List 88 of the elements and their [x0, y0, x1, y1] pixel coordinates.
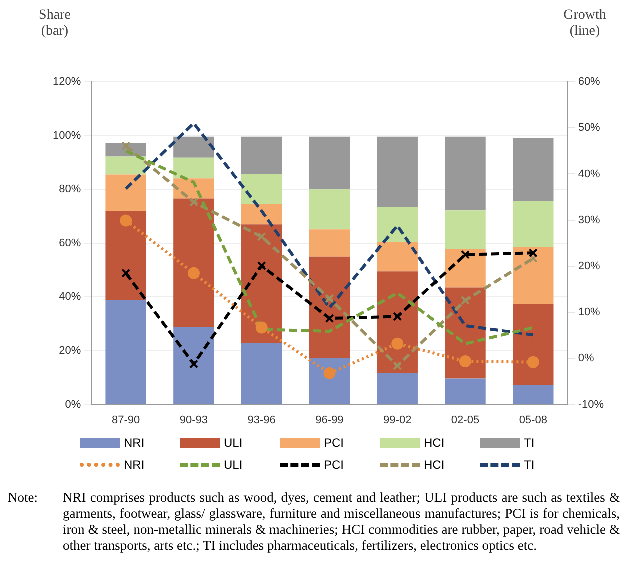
bar [309, 358, 350, 404]
y2-tick-label: 0% [578, 352, 594, 365]
bar [174, 158, 214, 179]
x-tick-label: 96-99 [316, 414, 344, 426]
bar [174, 327, 214, 404]
y2-tick-label: -10% [578, 398, 604, 411]
line-series [124, 150, 535, 346]
bar [241, 136, 282, 174]
y2-tick-label: 40% [578, 168, 601, 180]
point [189, 360, 198, 369]
bar [513, 201, 554, 248]
point [324, 367, 336, 380]
point [528, 248, 538, 258]
bar [513, 138, 554, 202]
legend-label: NRI [124, 458, 145, 472]
y-tick-label: 0% [65, 398, 82, 411]
y-tick-label: 120% [52, 76, 82, 88]
y-tick-label: 40% [59, 291, 82, 304]
bar [445, 210, 486, 250]
bar [377, 373, 418, 404]
bar [445, 249, 486, 288]
x-tick-label: 05-08 [519, 414, 548, 426]
bar [377, 207, 418, 242]
bar [174, 198, 214, 328]
point [122, 142, 131, 151]
y-tick-label: 100% [52, 130, 82, 142]
legend-label: PCI [324, 436, 344, 450]
line-series [124, 122, 535, 337]
x-tick-label: 02-05 [451, 414, 480, 426]
y-tick-label: 60% [59, 237, 82, 250]
bar [513, 385, 554, 404]
legend-label: TI [524, 458, 535, 472]
point [120, 214, 132, 227]
bar [241, 204, 282, 225]
y2-tick-label: 20% [578, 260, 601, 272]
bar [377, 136, 418, 208]
bar [445, 378, 486, 404]
point [393, 312, 402, 322]
point [257, 232, 266, 242]
point [122, 268, 131, 278]
bar [241, 174, 282, 204]
bar [309, 190, 350, 230]
bar [309, 136, 350, 190]
legend-label: ULI [224, 436, 243, 450]
legend-label: ULI [224, 458, 243, 472]
point [393, 362, 402, 371]
bar [309, 230, 350, 257]
x-tick-label: 90-93 [180, 414, 208, 426]
bar [241, 343, 282, 404]
point [256, 322, 268, 334]
bar [377, 242, 418, 272]
point [189, 198, 198, 207]
x-tick-label: 87-90 [112, 414, 140, 426]
y2-axis-title: Growth (line) [562, 8, 608, 40]
y-tick-label: 80% [59, 184, 82, 196]
point [188, 267, 200, 280]
point [257, 261, 266, 271]
bar [106, 300, 146, 404]
x-tick-label: 99-02 [384, 414, 412, 426]
point [459, 355, 472, 368]
x-tick-label: 93-96 [248, 414, 276, 426]
bar [106, 156, 146, 175]
legend-label: NRI [124, 436, 145, 450]
y2-tick-label: 30% [578, 214, 601, 226]
bar [106, 211, 146, 300]
y2-tick-label: 60% [578, 76, 601, 88]
y2-tick-label: 50% [578, 122, 601, 134]
point [460, 250, 470, 260]
y-tick-label: 20% [59, 345, 82, 358]
point [527, 356, 540, 368]
legend-label: HCI [424, 436, 445, 450]
point [325, 314, 334, 324]
text: NRI comprises products such as wood, dyes, cement and leather; ULI products are such as textiles & garments, footwear, glass/ glassware, furniture and miscellaneous manufactures; PCI is for chemicals, iron & steel, non-metallic minerals & machineries; HCI commodities are rubber, paper, road vehicle & other transports, arts etc.; TI includes pharmaceuticals, fertilizers, electronics optics etc. [63, 490, 620, 554]
bar [174, 136, 214, 158]
legend-label: PCI [324, 458, 344, 472]
bar [513, 247, 554, 304]
legend-label: HCI [424, 458, 445, 472]
point [392, 338, 404, 350]
text: Note: [8, 490, 39, 507]
bar [445, 136, 486, 211]
point [460, 296, 470, 306]
bar [513, 304, 554, 386]
y-axis-title: Share (bar) [38, 8, 72, 40]
bar [106, 174, 146, 212]
point [325, 294, 334, 304]
y2-tick-label: 10% [578, 306, 601, 319]
point [528, 254, 538, 264]
legend-label: TI [524, 436, 535, 450]
